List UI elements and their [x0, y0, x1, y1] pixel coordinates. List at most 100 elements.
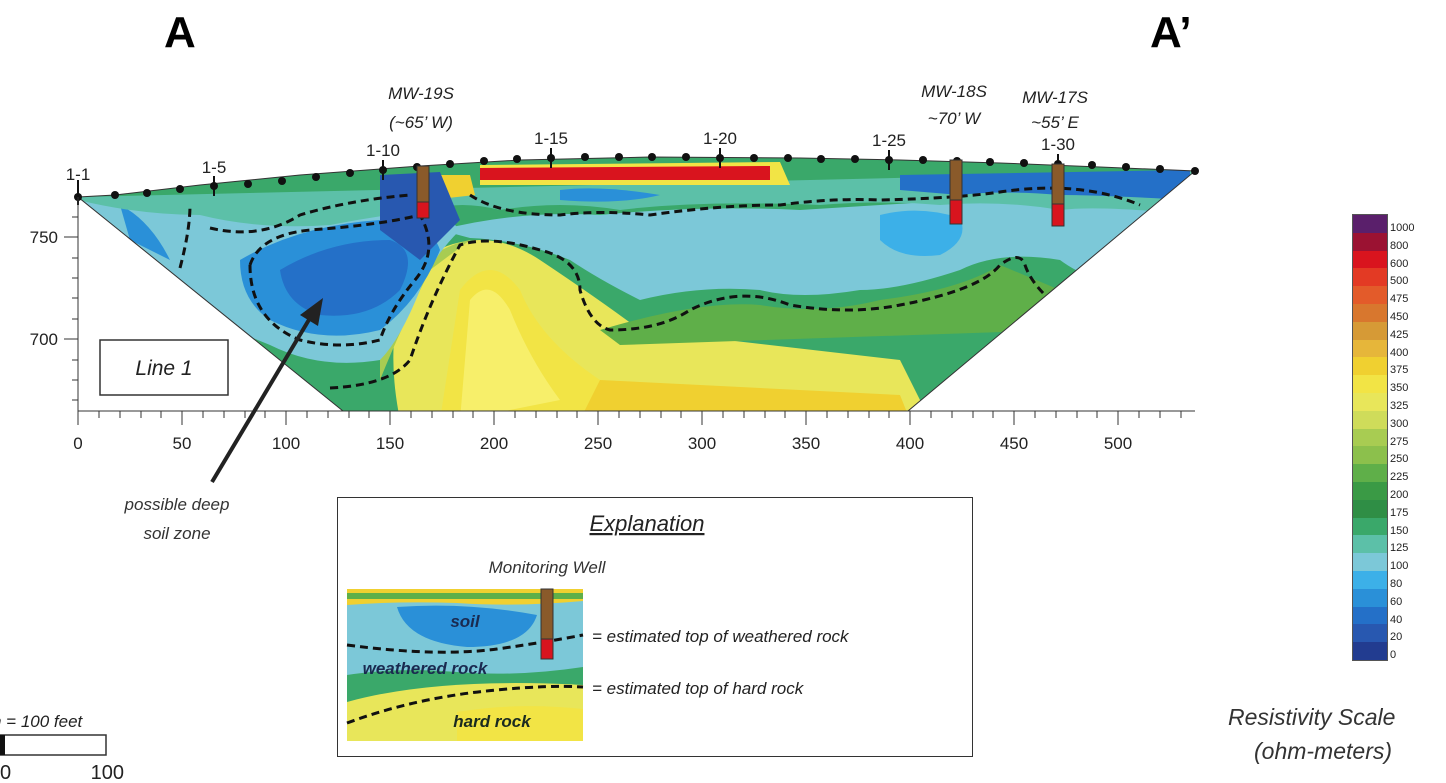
y-axis [64, 197, 79, 411]
scale-level-label: 600 [1390, 257, 1409, 270]
section-start-label: A [164, 8, 196, 57]
station-label: 1-25 [872, 131, 906, 150]
resistivity-scale-title: Resistivity Scale [1228, 704, 1396, 730]
scale-swatch [1353, 642, 1387, 660]
hard-rock-label: hard rock [453, 712, 532, 731]
scale-level-label: 300 [1390, 417, 1409, 430]
resistivity-scale: 1000 800 600 500 475 450 425 400 375 350 325 300 275… [1352, 214, 1414, 661]
scale-swatch [1353, 232, 1387, 251]
x-tick-label: 100 [272, 434, 300, 453]
monitoring-well-mw19s [416, 165, 430, 219]
scale-swatch [1353, 339, 1387, 358]
x-tick-label: 400 [896, 434, 924, 453]
scale-level-label: 200 [1390, 489, 1409, 501]
scale-level-label: 250 [1390, 453, 1409, 466]
station-label: 1-30 [1041, 135, 1075, 154]
station-label: 1-5 [202, 158, 227, 177]
monitoring-well-mw17s [1051, 163, 1065, 227]
hard-line-description: = estimated top of hard rock [592, 679, 805, 698]
line-label-box [99, 339, 229, 396]
scale-level-label: 425 [1390, 328, 1409, 341]
well-name: MW-17S [1022, 88, 1088, 107]
scale-swatch [1353, 215, 1387, 233]
scale-swatch [1353, 517, 1387, 536]
scale-level-label: 225 [1390, 471, 1409, 484]
x-tick-label: 250 [584, 434, 612, 453]
monitoring-well-label: Monitoring Well [489, 558, 607, 577]
monitoring-well-mw18s [949, 159, 963, 225]
scale-level-label: 20 [1390, 631, 1403, 644]
y-tick-labels: 750 700 [30, 228, 58, 349]
station-label: 1-20 [703, 129, 737, 148]
scale-level-label: 375 [1390, 364, 1409, 377]
scale-level-label: 475 [1390, 293, 1409, 306]
scale-swatch [1353, 606, 1387, 625]
x-tick-label: 0 [73, 434, 82, 453]
scale-swatch [1353, 446, 1387, 465]
x-tick-label: 200 [480, 434, 508, 453]
station-label: 1-15 [534, 129, 568, 148]
scale-level-label: 800 [1390, 239, 1409, 252]
explanation-title: Explanation [590, 511, 705, 536]
resistivity-color-field [78, 157, 1195, 411]
hard-rock-line [329, 239, 1047, 390]
scale-swatch [1353, 481, 1387, 500]
scale-level-label: 100 [1390, 560, 1409, 573]
scale-swatch [1353, 250, 1387, 269]
x-axis [77, 410, 1195, 425]
scale-level-label: 400 [1390, 346, 1409, 359]
station-label: 1-1 [66, 165, 91, 184]
scale-level-label: 0 [1390, 649, 1397, 662]
weathered-rock-line-upper [209, 193, 411, 234]
scale-swatch [1353, 321, 1387, 340]
weathered-rock-line-main [469, 186, 1141, 217]
scale-swatch [1353, 570, 1387, 589]
x-tick-label: 350 [792, 434, 820, 453]
x-tick-label: 150 [376, 434, 404, 453]
scale-swatch [1353, 357, 1387, 376]
weathered-rock-label: weathered rock [363, 659, 489, 678]
scale-swatch [1353, 553, 1387, 571]
scale-level-label: 1000 [1390, 222, 1415, 234]
scale-level-label: 40 [1390, 613, 1403, 626]
annotation-line-1: possible deep [124, 495, 230, 514]
scale-swatch [1353, 499, 1387, 518]
scale-swatch [1353, 392, 1387, 411]
soil-label: soil [450, 612, 481, 631]
scale-swatch [1353, 303, 1387, 322]
y-tick-label: 700 [30, 330, 58, 349]
arrow-head-icon [300, 298, 323, 326]
scale-level-label: 275 [1390, 435, 1409, 448]
scale-level-label: 450 [1390, 311, 1409, 323]
x-tick-label: 450 [1000, 434, 1028, 453]
line-label: Line 1 [135, 357, 192, 380]
well-offset: ~70’ W [928, 109, 982, 128]
weathered-line-description: = estimated top of weathered rock [592, 627, 850, 646]
scale-bar: h = 100 feet 0 100 [0, 712, 124, 783]
scale-level-label: 125 [1390, 542, 1409, 555]
scale-swatch [1353, 268, 1387, 287]
well-offset: (~65’ W) [389, 113, 453, 132]
section-end-label: A’ [1150, 8, 1192, 57]
scale-level-label: 80 [1390, 578, 1403, 590]
annotation-line-2: soil zone [143, 524, 210, 543]
x-tick-labels: 0 50 100 150 200 250 300 350 400 450 500 [73, 434, 1132, 453]
well-name: MW-18S [921, 82, 987, 101]
y-tick-label: 750 [30, 228, 58, 247]
well-offset: ~55’ E [1031, 113, 1079, 132]
scale-level-label: 150 [1390, 524, 1409, 537]
x-tick-label: 500 [1104, 434, 1132, 453]
x-tick-label: 50 [173, 434, 192, 453]
scale-bar-right: 100 [91, 762, 124, 783]
scale-swatch [1353, 588, 1387, 607]
scale-level-label: 175 [1390, 506, 1409, 519]
scale-level-label: 325 [1390, 400, 1409, 412]
weathered-rock-line-left [178, 204, 192, 269]
scale-swatch [1353, 286, 1387, 304]
station-labels: 1-1 1-5 1-10 1-15 1-20 1-25 1-30 [66, 129, 1075, 184]
annotation-arrow [210, 316, 312, 484]
explanation-content: Explanation Monitoring Well soil weather… [346, 511, 850, 741]
scale-bar-title: h = 100 feet [0, 712, 84, 731]
scale-level-label: 60 [1390, 595, 1403, 608]
scale-swatch [1353, 535, 1387, 554]
